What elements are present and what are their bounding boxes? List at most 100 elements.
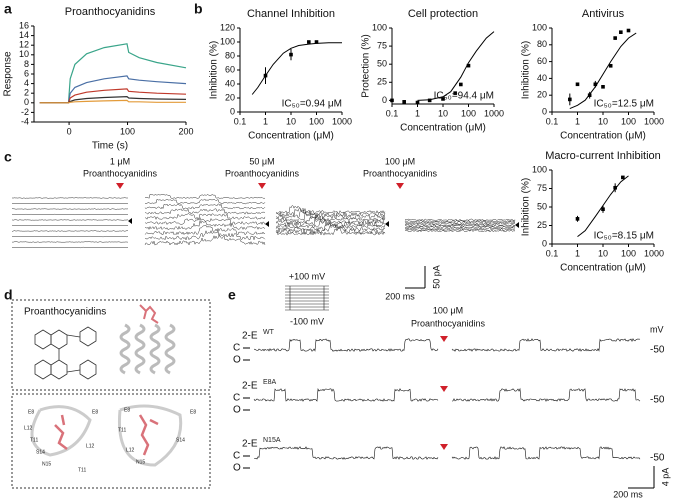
condition-conc: 50 μM [249,156,274,166]
residue-label: T11 [78,467,86,473]
y-tick-label: 4 [24,78,29,88]
data-point [314,40,319,44]
current-trace [144,203,266,210]
scale-bar [405,266,426,289]
chart-title: Channel Inhibition [247,8,335,20]
x-tick-label: 1 [575,248,580,258]
data-point [608,64,613,68]
y-tick-label: 40 [537,73,547,83]
residue-label: L12 [126,447,135,453]
data-point [263,73,268,78]
condition-compound: Proanthocyanidins [225,168,300,178]
y-tick-label: 100 [372,22,387,32]
y-tick-label: 50 [537,201,547,211]
current-trace [404,228,516,232]
current-trace [144,229,266,241]
panel-label: d [4,287,13,303]
condition-compound: Proanthocyanidins [363,168,438,178]
data-point [619,30,623,34]
current-trace [404,225,516,229]
residue-label: L12 [24,425,33,431]
y-tick-label: 0 [542,106,547,116]
y-axis-label: Inhibition (%) [521,41,532,99]
trace-variant: WT [263,329,275,336]
compound-name: Proanthocyanidins [24,307,106,318]
chem-structure [34,326,97,380]
fit-curve [417,31,495,101]
chart-title: Macro-current Inhibition [545,150,661,162]
x-tick-label: 1000 [484,108,504,118]
x-tick-label: 1 [575,116,580,126]
data-point [587,93,592,97]
residue-label: L12 [86,443,95,449]
residue-label: E8 [124,407,130,413]
x-tick-label: 1 [263,116,268,126]
current-trace [11,219,129,221]
y-tick-label: 25 [537,220,547,230]
box [11,393,211,489]
residue-label: N15 [136,459,145,465]
x-tick-label: 100 [309,116,324,126]
current-trace [12,208,129,210]
single-channel-trace [253,388,439,402]
x-tick-label: 10 [598,116,608,126]
y-tick-label: 100 [220,36,235,46]
y-axis-label: Protection (%) [361,34,372,97]
current-trace [144,219,266,231]
trace-name: 2-E [242,331,258,342]
scale-time: 200 ms [613,489,643,499]
fit-curve [577,175,629,237]
annotation: IC₅₀=12.5 μM [594,99,654,110]
current-trace [404,219,516,223]
trace-name: 2-E [242,381,258,392]
residue-label: E8 [190,409,196,415]
current-trace [404,229,516,233]
current-trace [404,224,516,228]
condition-compound: Proanthocyanidins [83,168,158,178]
residue-label: N15 [42,461,51,467]
y-tick-label: 120 [220,22,235,32]
current-trace [275,205,386,215]
single-channel-trace [254,446,439,460]
data-point [402,100,406,104]
x-tick-label: 10 [598,248,608,258]
current-trace [404,223,516,227]
data-point [307,40,311,44]
current-trace [276,207,386,217]
arrow [440,444,448,450]
current-trace [11,241,129,243]
x-tick-label: 10 [286,116,296,126]
x-tick-label: 100 [621,116,636,126]
single-channel-trace [451,446,641,460]
y-tick-label: 10 [19,49,29,59]
current-trace [275,222,386,232]
x-tick-label: 1000 [332,116,352,126]
current-trace [275,227,386,236]
data-point [621,175,625,180]
trace-variant: N15A [263,437,281,444]
current-trace [275,223,386,235]
residue-label: S14 [176,437,185,443]
x-tick-label: 0.1 [546,248,559,258]
x-axis-label: Concentration (μM) [560,131,646,142]
y-tick-label: 12 [19,40,29,50]
arrow [116,183,404,189]
data-point [390,98,394,103]
x-tick-label: 0 [67,126,72,136]
data-point [601,207,605,212]
y-tick-label: 20 [537,90,547,100]
x-tick-label: 1000 [644,116,664,126]
data-point [575,217,580,221]
x-tick-label: 100 [461,108,476,118]
trace-variant: E8A [263,379,277,386]
current-trace [12,235,129,238]
protocol-high: +100 mV [289,271,325,281]
y-tick-label: 14 [19,30,29,40]
protocol [285,285,329,311]
current-trace [404,218,516,222]
closed-label: C [233,451,240,462]
y-tick-label: 75 [537,183,547,193]
chart-title: Proanthocyanidins [65,6,156,18]
current-trace [144,225,266,236]
scale-current: 50 pA [431,265,441,289]
